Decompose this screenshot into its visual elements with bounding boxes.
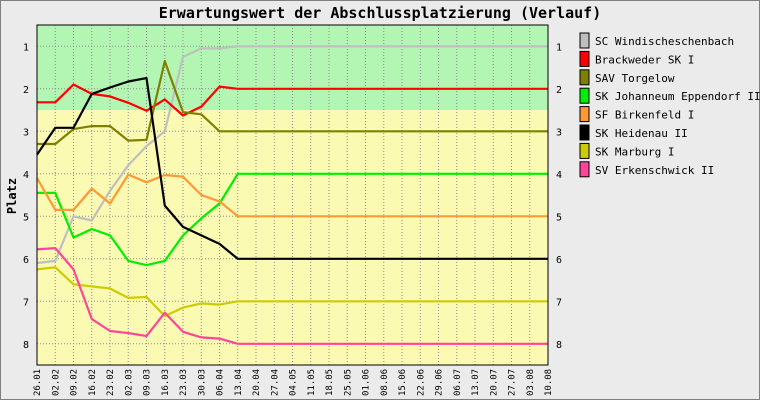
x-tick-label: 02.02 (51, 369, 61, 396)
y-tick-label-left: 7 (23, 297, 29, 308)
y-tick-label-right: 4 (556, 170, 562, 181)
x-tick-label: 02.03 (124, 369, 134, 396)
y-tick-label-right: 7 (556, 297, 562, 308)
series-line-1 (37, 83, 548, 117)
x-tick-label: 15.06 (398, 369, 408, 396)
legend-swatch-1 (579, 50, 590, 67)
y-tick-labels-right: 1 2 3 4 5 6 7 8 (556, 42, 562, 351)
x-tick-label: 23.03 (179, 369, 189, 396)
y-axis-label: Platz (5, 178, 19, 214)
legend-label-1: Brackweder SK I (595, 53, 694, 66)
x-tick-label: 13.07 (471, 369, 481, 396)
y-tick-label-left: 6 (23, 255, 29, 266)
x-tick-label: 27.07 (508, 369, 518, 396)
legend-swatch-0 (579, 32, 590, 49)
y-tick-label-right: 6 (556, 255, 562, 266)
x-tick-label: 27.04 (270, 369, 280, 396)
plot-border (36, 24, 549, 366)
x-tick-label: 30.03 (197, 369, 207, 396)
legend-swatch-6 (579, 142, 590, 159)
series-line-3 (37, 172, 548, 267)
y-tick-label-left: 3 (23, 127, 29, 138)
y-tick-label-right: 5 (556, 212, 562, 223)
legend-label-0: SC Windischeschenbach (595, 35, 734, 48)
y-tick-label-left: 8 (23, 340, 29, 351)
x-tick-label: 26.01 (33, 369, 43, 396)
legend-label-7: SV Erkenschwick II (595, 164, 714, 177)
legend-label-3: SK Johanneum Eppendorf III (595, 90, 760, 103)
legend-swatch-4 (579, 106, 590, 123)
x-tick-label: 03.08 (526, 369, 536, 396)
series-line-5 (36, 76, 548, 260)
x-tick-label: 08.06 (380, 369, 390, 396)
x-tick-label: 29.06 (435, 369, 445, 396)
y-tick-label-left: 2 (23, 85, 29, 96)
x-tick-label: 06.04 (216, 369, 226, 396)
legend-box (577, 30, 752, 186)
legend-swatch-2 (579, 69, 590, 86)
x-tick-label: 11.05 (307, 369, 317, 396)
x-tick-label: 23.02 (106, 369, 116, 396)
legend-swatch-5 (579, 124, 590, 141)
x-tick-label: 16.02 (88, 369, 98, 396)
legend-label-2: SAV Torgelow (595, 72, 675, 85)
y-tick-label-right: 2 (556, 85, 562, 96)
series-lines (36, 45, 548, 345)
x-tick-label: 16.03 (161, 369, 171, 396)
x-tick-label: 20.07 (489, 369, 499, 396)
x-tick-labels: 26.01 02.02 09.02 16.02 23.02 02.03 09.03 16.03… (33, 369, 554, 396)
x-tick-label: 04.05 (289, 369, 299, 396)
legend-label-4: SF Birkenfeld I (595, 109, 694, 122)
x-tick-label: 13.04 (234, 369, 244, 396)
x-tick-label: 22.06 (416, 369, 426, 396)
legend-swatch-7 (579, 161, 590, 178)
series-line-0 (36, 45, 548, 265)
x-tick-label: 09.03 (143, 369, 153, 396)
x-tick-label: 06.07 (453, 369, 463, 396)
y-tick-label-left: 4 (23, 170, 29, 181)
x-tick-label: 20.04 (252, 369, 262, 396)
series-line-7 (36, 247, 548, 345)
x-tick-label: 10.08 (544, 369, 554, 396)
legend-label-5: SK Heidenau II (595, 127, 688, 140)
y-tick-labels-left: 1 2 3 4 5 6 7 8 (23, 42, 29, 351)
y-tick-label-right: 8 (556, 340, 562, 351)
y-tick-label-left: 5 (23, 212, 29, 223)
chart-title: Erwartungswert der Abschlussplatzierung … (159, 4, 602, 22)
x-tick-label: 18.05 (325, 369, 335, 396)
series-line-4 (36, 173, 548, 218)
y-tick-label-right: 1 (556, 42, 562, 53)
legend: SC Windischeschenbach Brackweder SK I SAV … (577, 30, 760, 186)
legend-label-6: SK Marburg I (595, 145, 674, 158)
series-line-6 (36, 266, 548, 318)
legend-swatch-3 (579, 87, 590, 104)
x-tick-label: 09.02 (70, 369, 80, 396)
y-tick-label-left: 1 (23, 42, 29, 53)
x-tick-label: 01.06 (362, 369, 372, 396)
series-line-2 (37, 59, 548, 146)
x-tick-label: 25.05 (343, 369, 353, 396)
y-tick-label-right: 3 (556, 127, 562, 138)
